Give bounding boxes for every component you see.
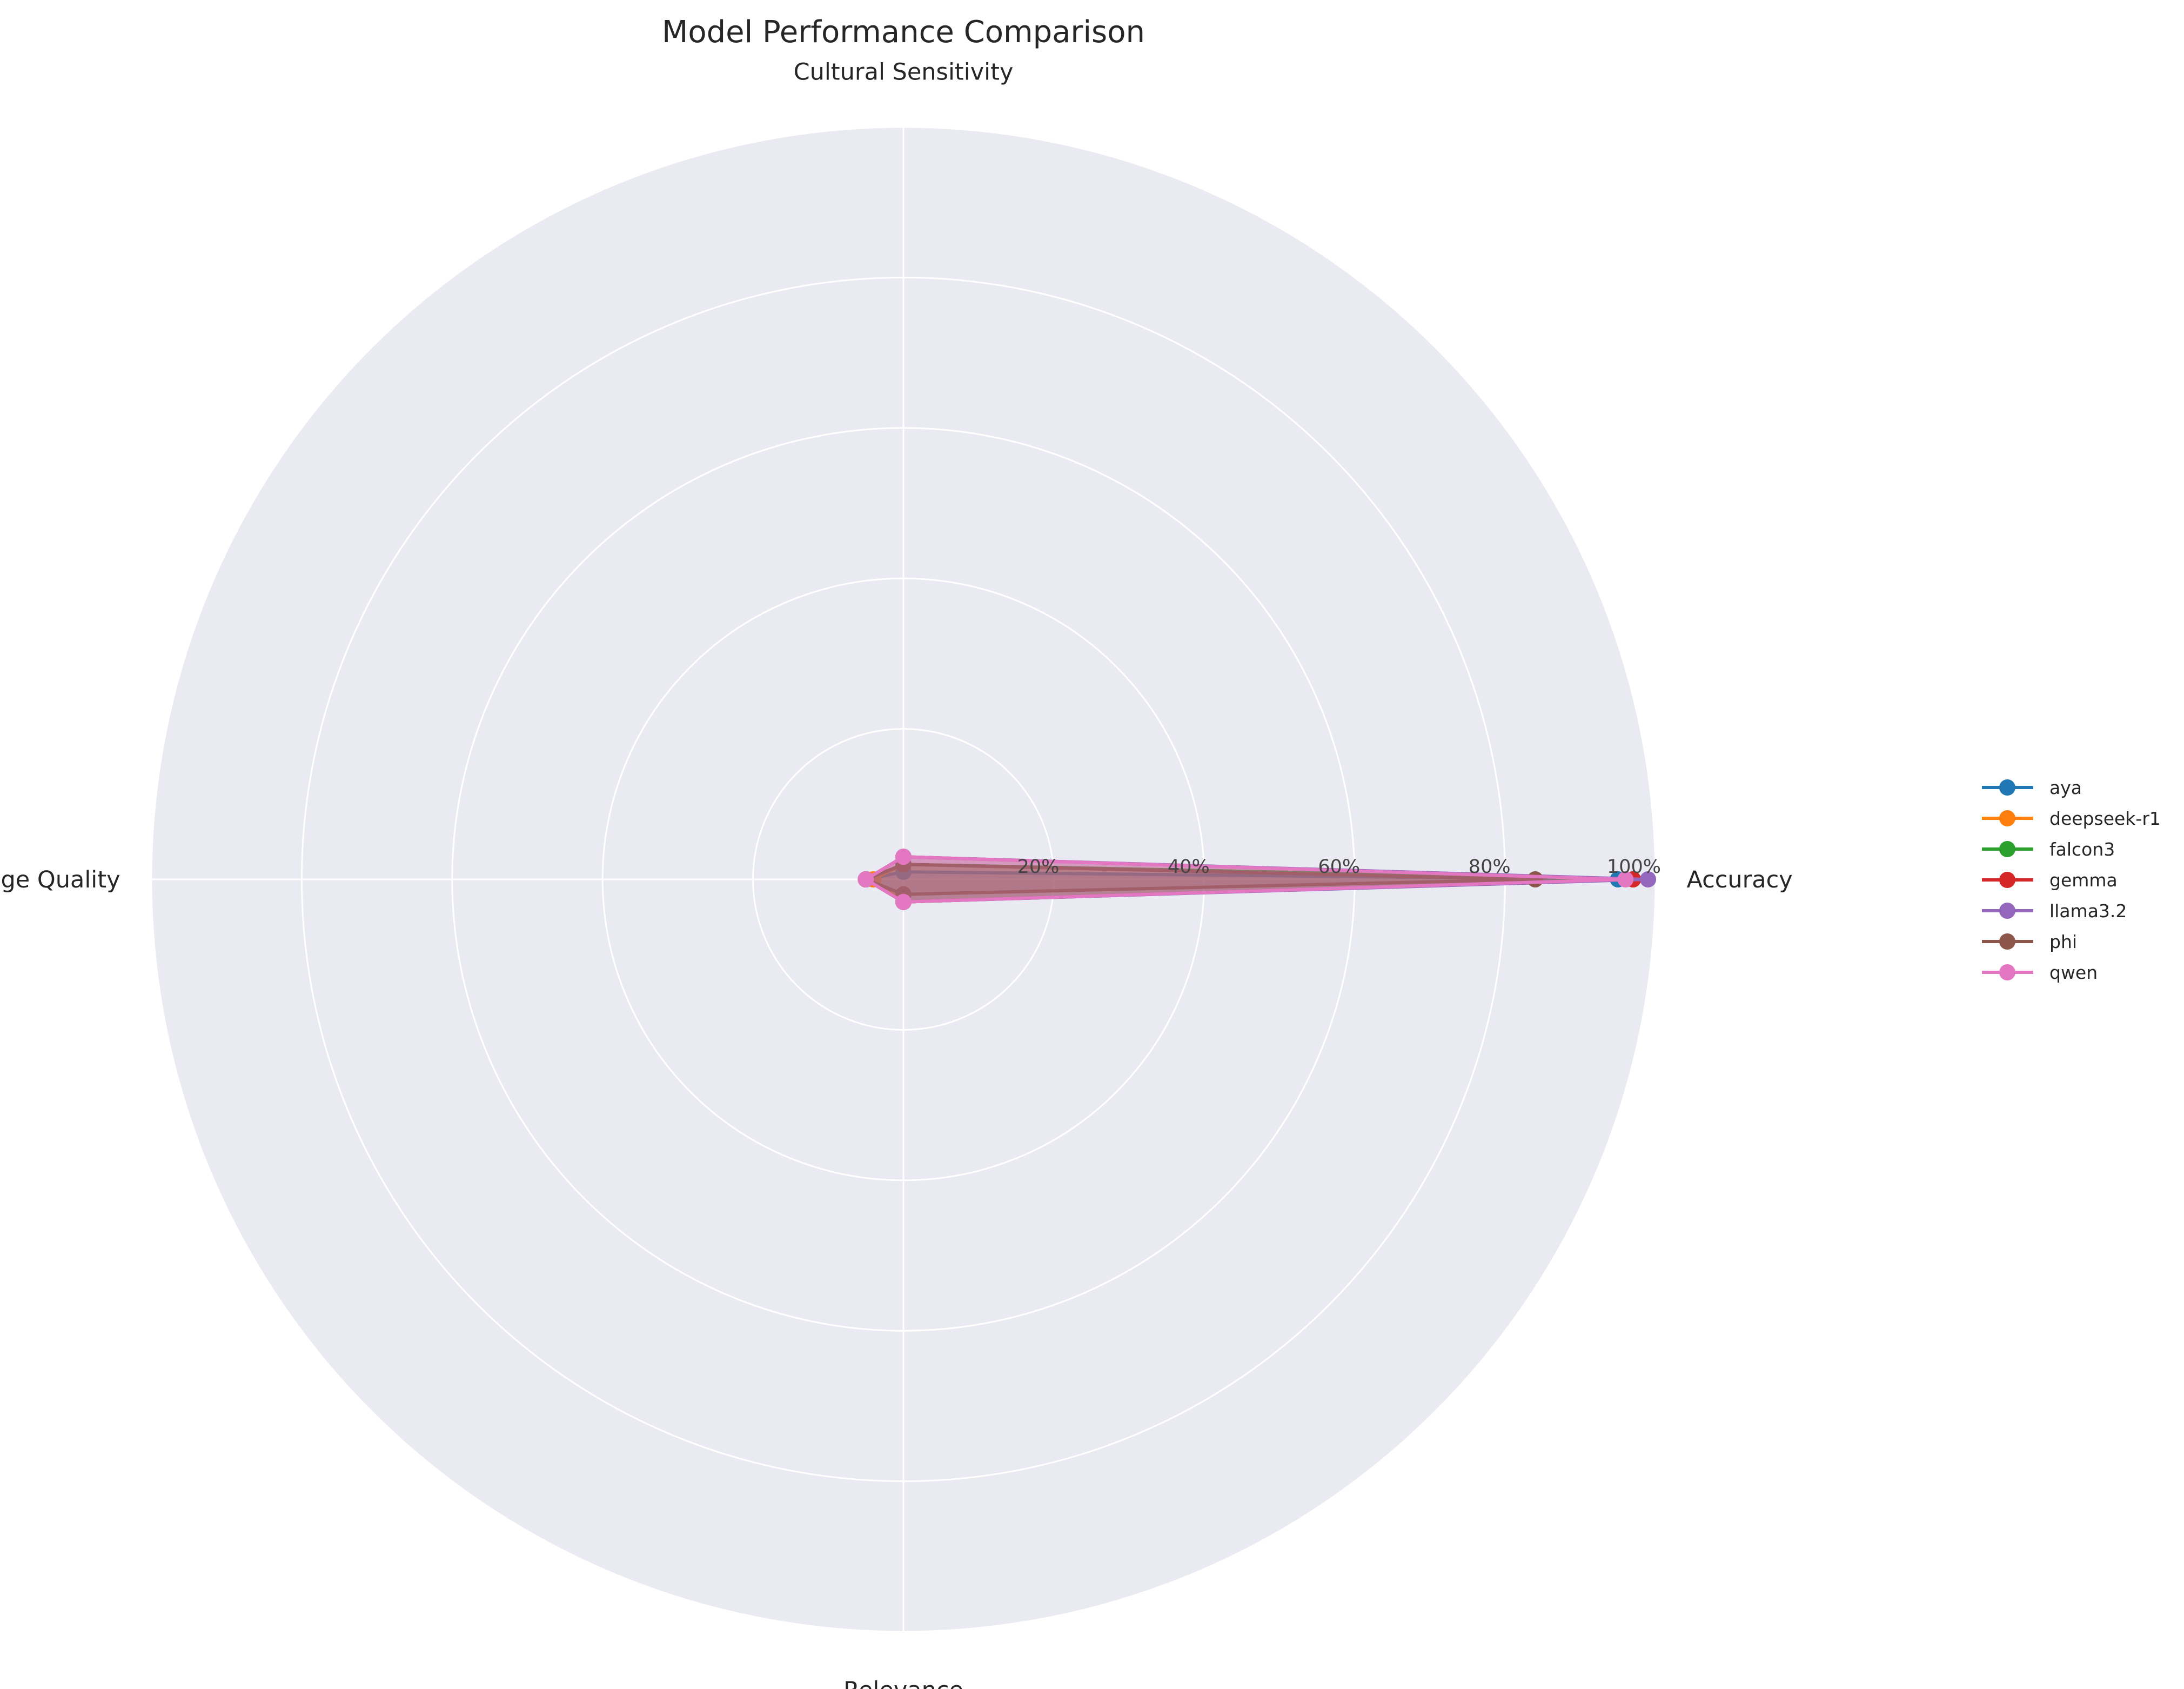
- legend-marker-falcon3: [1999, 841, 2015, 857]
- legend-marker-phi: [1999, 933, 2015, 950]
- legend-label-deepseek-r1: deepseek-r1: [2049, 808, 2161, 829]
- legend-item-falcon3: falcon3: [1982, 839, 2115, 860]
- legend: aya deepseek-r1 falcon3 gemma llama3.2 phi qwe…: [1982, 777, 2161, 983]
- series-point-qwen-4: [895, 893, 912, 910]
- legend-marker-gemma: [1999, 872, 2015, 888]
- legend-label-falcon3: falcon3: [2049, 839, 2115, 860]
- legend-marker-aya: [1999, 779, 2015, 796]
- legend-label-gemma: gemma: [2049, 870, 2118, 891]
- series-point-qwen-2: [895, 849, 912, 865]
- series-layer: [857, 849, 1657, 910]
- legend-item-aya: aya: [1982, 777, 2082, 798]
- legend-item-llama3.2: llama3.2: [1982, 900, 2127, 922]
- series-qwen: [857, 849, 1634, 910]
- legend-label-qwen: qwen: [2049, 962, 2098, 983]
- chart-title: Model Performance Comparison: [662, 15, 1145, 50]
- legend-label-llama3.2: llama3.2: [2049, 900, 2127, 922]
- legend-item-gemma: gemma: [1982, 870, 2118, 891]
- tick-label-1: 20%: [1017, 856, 1060, 878]
- axis-label-3: Language Quality: [0, 866, 120, 893]
- tick-label-2: 40%: [1168, 856, 1210, 878]
- legend-marker-llama3.2: [1999, 903, 2015, 919]
- tick-label-4: 80%: [1469, 856, 1511, 878]
- legend-marker-deepseek-r1: [1999, 810, 2015, 826]
- series-point-llama3.2-1: [1640, 871, 1657, 887]
- legend-item-phi: phi: [1982, 931, 2077, 952]
- axis-labels: Accuracy Cultural Sensitivity Language Qua…: [0, 59, 1793, 1689]
- axis-label-4: Relevance: [843, 1677, 963, 1689]
- legend-item-qwen: qwen: [1982, 962, 2098, 983]
- legend-label-phi: phi: [2049, 931, 2077, 952]
- tick-labels: 20% 40% 60% 80% 100%: [1017, 856, 1661, 878]
- legend-label-aya: aya: [2049, 777, 2082, 798]
- axis-label-1: Accuracy: [1686, 866, 1792, 893]
- legend-item-deepseek-r1: deepseek-r1: [1982, 808, 2161, 829]
- tick-label-5: 100%: [1607, 856, 1661, 878]
- tick-label-3: 60%: [1318, 856, 1360, 878]
- series-point-qwen-3: [857, 871, 874, 887]
- series-point-qwen-1: [1617, 871, 1634, 887]
- axis-label-2: Cultural Sensitivity: [794, 59, 1014, 86]
- legend-marker-qwen: [1999, 964, 2015, 980]
